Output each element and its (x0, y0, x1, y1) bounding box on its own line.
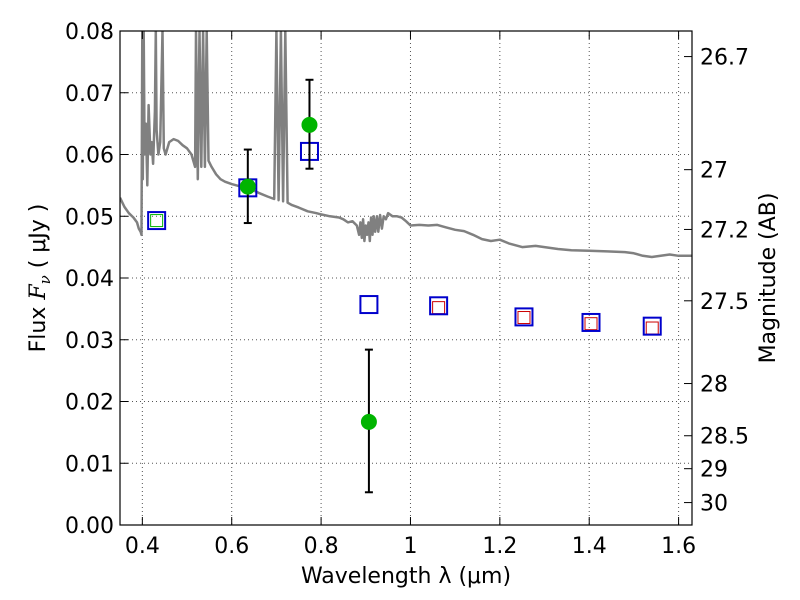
inner-square-marker (645, 321, 659, 335)
y2-tick-label: 29 (700, 458, 728, 483)
model-square-marker (359, 295, 379, 315)
y2-axis-title: Magnitude (AB) (756, 193, 781, 364)
y-axis-ticks: 0.00 0.01 0.02 0.03 0.04 0.05 0.06 0.07 0.08 (65, 20, 128, 539)
x-tick-label: 1.6 (661, 534, 696, 559)
model-square-marker (642, 316, 662, 336)
x-tick-label: 1.2 (482, 534, 517, 559)
y2-tick-label: 28 (700, 373, 728, 398)
observed-point (301, 116, 318, 133)
y-axis-title-suffix: ( μJy ) (26, 204, 51, 276)
y-tick-label: 0.04 (65, 267, 114, 292)
y2-axis-ticks: 26.7 27 27.2 27.5 28 28.5 29 30 (684, 46, 749, 517)
y-tick-label: 0.02 (65, 391, 114, 416)
model-spectrum-line (120, 31, 692, 259)
model-square-marker (581, 312, 601, 332)
observed-photometry (239, 78, 377, 494)
y2-tick-label: 30 (700, 492, 728, 517)
inner-square-marker (584, 317, 598, 331)
y-tick-label: 0.01 (65, 452, 114, 477)
inner-square-marker (432, 301, 446, 315)
model-square-marker (514, 307, 534, 327)
y-tick-label: 0.06 (65, 144, 114, 169)
inner-square-marker (150, 214, 164, 228)
y-tick-label: 0.08 (65, 20, 114, 45)
y-axis-title-sub: ν (36, 275, 54, 284)
x-tick-label: 0.6 (214, 534, 249, 559)
x-axis-ticks: 0.4 0.6 0.8 1 1.2 1.4 1.6 (125, 31, 696, 559)
y2-tick-label: 27.5 (700, 290, 749, 315)
y2-tick-label: 26.7 (700, 46, 749, 71)
y-tick-label: 0.03 (65, 329, 114, 354)
x-tick-label: 0.8 (304, 534, 339, 559)
observed-point (239, 178, 256, 195)
y-tick-label: 0.05 (65, 205, 114, 230)
y-axis-title: Flux Fν ( μJy ) (26, 204, 54, 353)
x-tick-label: 0.4 (125, 534, 160, 559)
inner-square-marker (517, 311, 531, 325)
x-tick-label: 1.4 (572, 534, 607, 559)
observed-point (360, 413, 377, 430)
y2-tick-label: 27.2 (700, 218, 749, 243)
model-square-marker (429, 296, 449, 316)
y-tick-label: 0.07 (65, 82, 114, 107)
model-square-markers (147, 141, 662, 336)
model-square-marker (147, 211, 167, 231)
y-axis-title-symbol: F (26, 284, 51, 301)
y-tick-label: 0.00 (65, 514, 114, 539)
x-axis-title: Wavelength λ (μm) (301, 564, 511, 589)
y-axis-title-prefix: Flux (26, 300, 51, 353)
x-tick-label: 1 (403, 534, 417, 559)
y2-tick-label: 28.5 (700, 425, 749, 450)
y2-tick-label: 27 (700, 159, 728, 184)
